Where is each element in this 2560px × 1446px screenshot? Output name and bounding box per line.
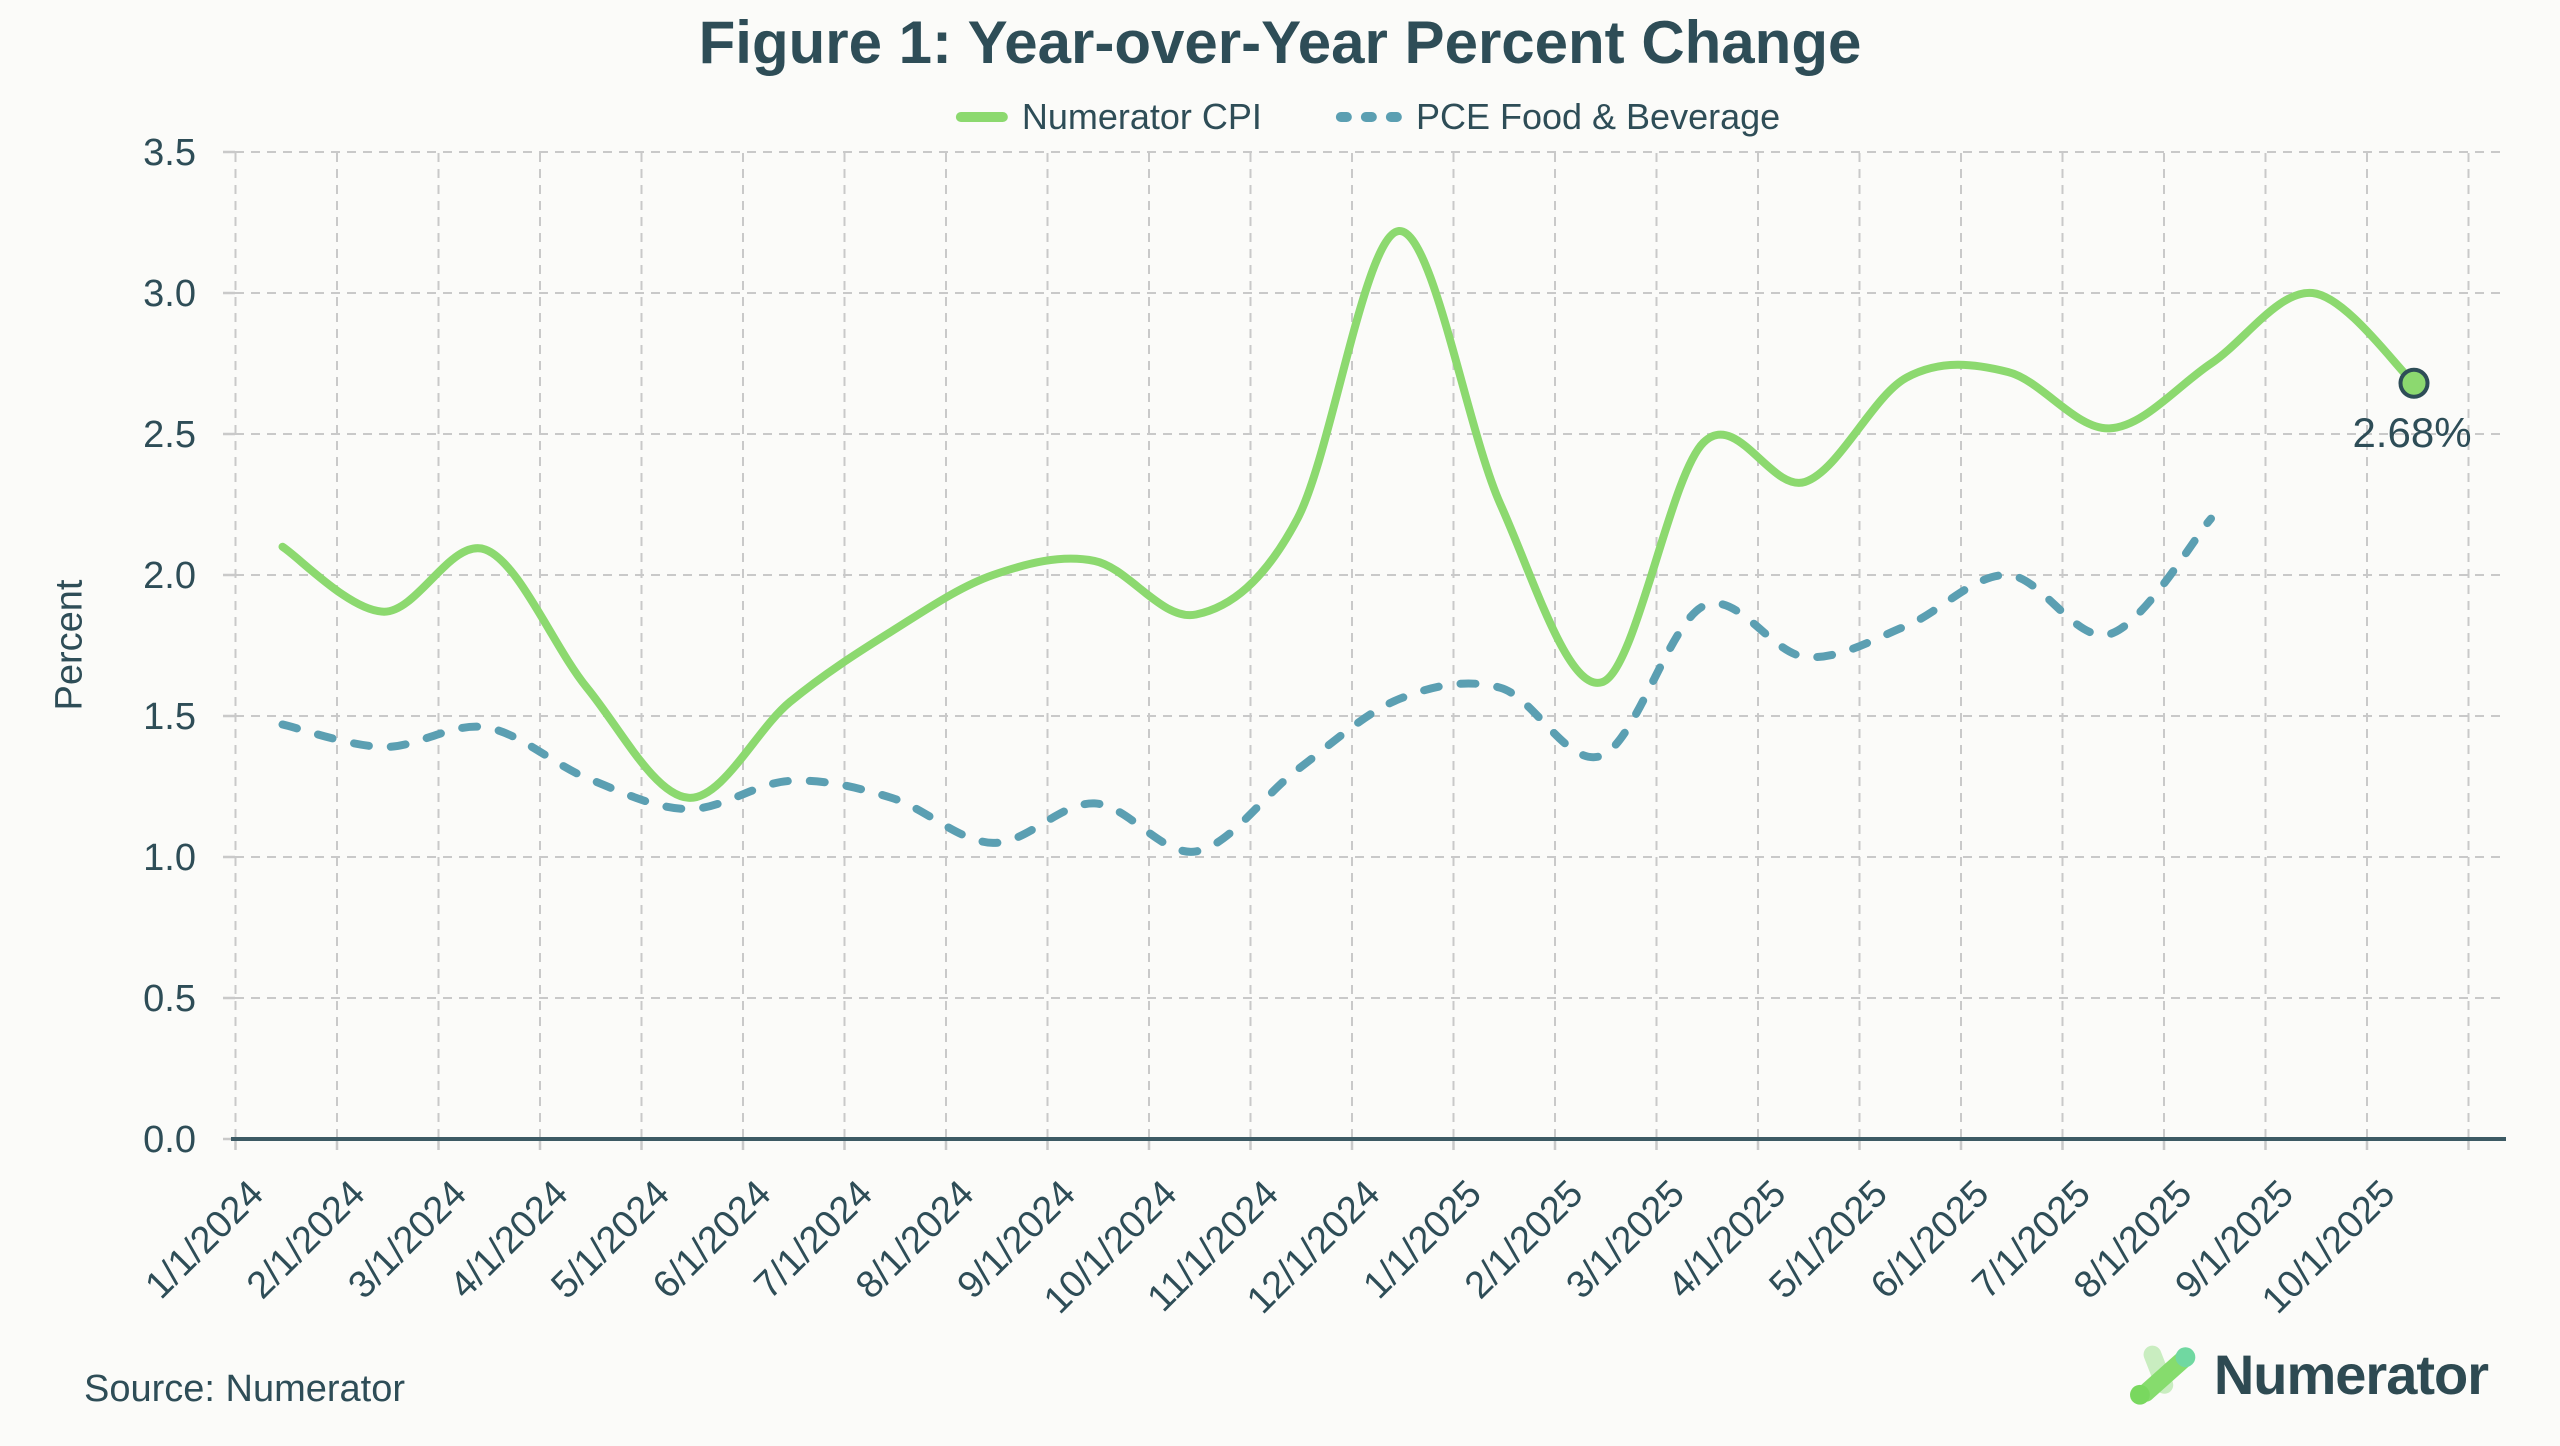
numerator-logo: Numerator — [2129, 1342, 2489, 1407]
y-tick-label: 2.0 — [143, 555, 196, 597]
source-note: Source: Numerator — [84, 1368, 406, 1410]
end-point-marker — [2398, 367, 2430, 399]
legend-label: PCE Food & Beverage — [1415, 96, 1781, 137]
series-line-pce-food-beverage — [278, 514, 2215, 856]
y-tick-label: 3.5 — [143, 132, 196, 174]
y-tick-label: 0.5 — [143, 978, 196, 1020]
numerator-logo-icon — [2129, 1345, 2196, 1405]
end-value-annotation: 2.68% — [2352, 409, 2472, 457]
dashed-line-swatch-icon — [1335, 112, 1402, 122]
y-tick-label: 0.0 — [143, 1119, 196, 1161]
y-tick-label: 3.0 — [143, 273, 196, 315]
legend-item-numerator-cpi: Numerator CPI — [955, 96, 1262, 138]
y-tick-label: 1.5 — [143, 696, 196, 738]
legend-item-pce-food-beverage: PCE Food & Beverage — [1335, 96, 1781, 138]
solid-line-swatch-icon — [955, 112, 1008, 122]
series-line-numerator-cpi — [278, 227, 2418, 802]
page-title: Figure 1: Year-over-Year Percent Change — [698, 9, 1862, 76]
chart-legend: Numerator CPI PCE Food & Beverage — [955, 96, 1781, 138]
y-tick-label: 1.0 — [143, 837, 196, 879]
y-tick-label: 2.5 — [143, 414, 196, 456]
legend-label: Numerator CPI — [1021, 96, 1262, 137]
numerator-logo-wordmark: Numerator — [2213, 1343, 2489, 1406]
y-axis-title: Percent — [48, 579, 91, 711]
